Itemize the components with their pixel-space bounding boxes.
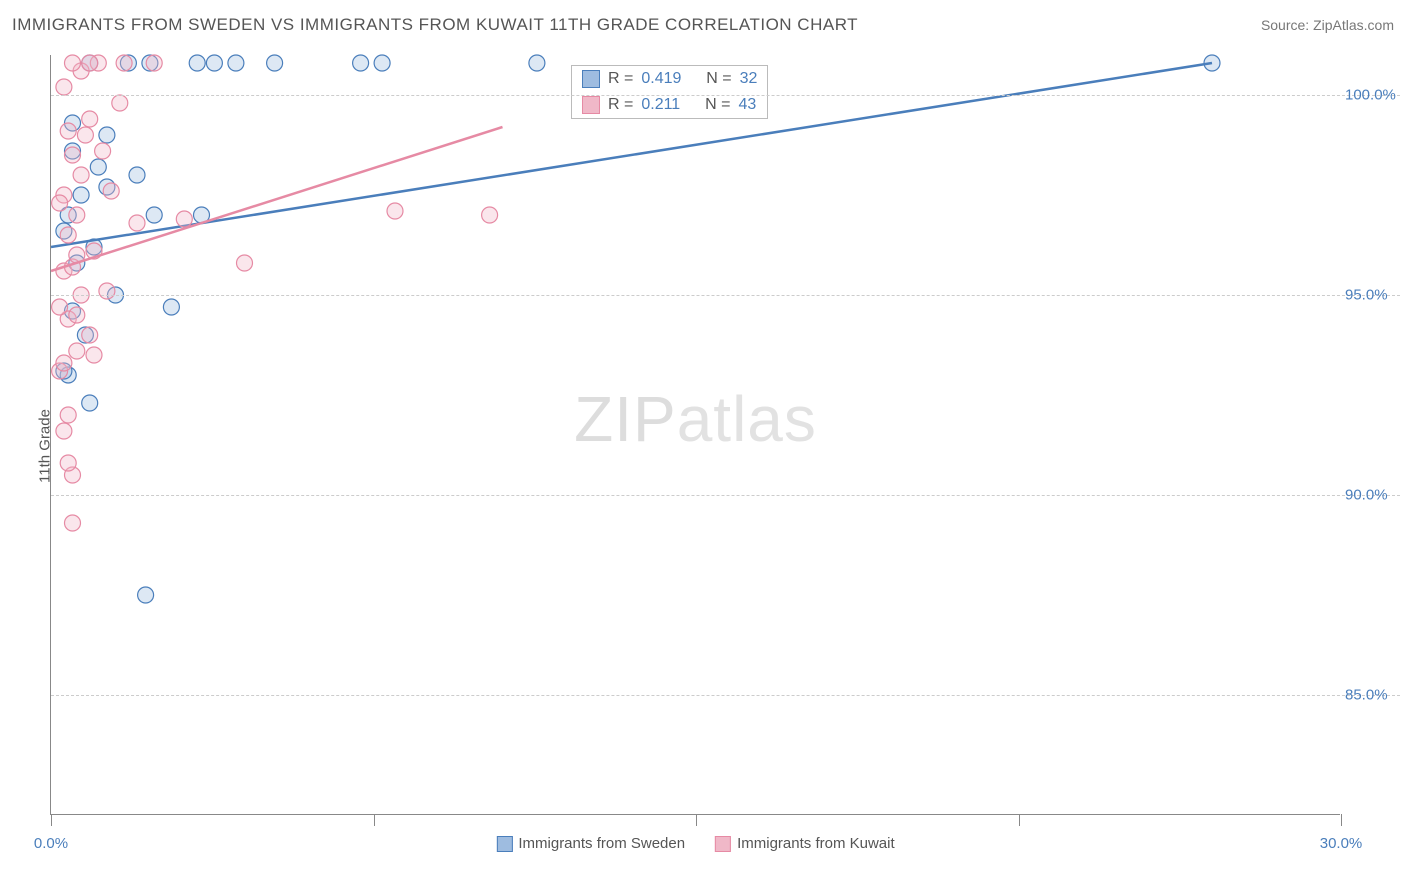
y-tick-label: 95.0% [1345, 287, 1400, 304]
scatter-point [52, 299, 68, 315]
scatter-point [82, 55, 98, 71]
scatter-point [77, 127, 93, 143]
scatter-point [60, 123, 76, 139]
stat-n-label: N = [706, 70, 731, 88]
stat-n-value: 32 [740, 70, 758, 88]
chart-title: IMMIGRANTS FROM SWEDEN VS IMMIGRANTS FRO… [12, 15, 858, 35]
gridline [51, 95, 1400, 96]
scatter-point [90, 159, 106, 175]
scatter-point [129, 167, 145, 183]
scatter-point [86, 347, 102, 363]
scatter-point [73, 167, 89, 183]
scatter-point [146, 55, 162, 71]
y-tick-label: 90.0% [1345, 487, 1400, 504]
legend-label-sweden: Immigrants from Sweden [518, 835, 685, 852]
scatter-point [69, 343, 85, 359]
scatter-point [146, 207, 162, 223]
y-tick-label: 85.0% [1345, 687, 1400, 704]
scatter-point [82, 111, 98, 127]
x-tick [1019, 814, 1020, 826]
stat-swatch [582, 70, 600, 88]
stat-n-value: 43 [738, 96, 756, 114]
scatter-point [60, 227, 76, 243]
scatter-point [95, 143, 111, 159]
scatter-point [237, 255, 253, 271]
scatter-point [116, 55, 132, 71]
scatter-point [60, 455, 76, 471]
x-tick-label: 0.0% [34, 835, 68, 852]
bottom-legend: Immigrants from Sweden Immigrants from K… [496, 835, 894, 852]
stat-r-label: R = [608, 96, 633, 114]
stat-r-value: 0.211 [641, 96, 680, 114]
plot-area: ZIPatlas R = 0.419 N = 32R = 0.211 N = 4… [50, 55, 1340, 815]
scatter-point [99, 127, 115, 143]
scatter-point [374, 55, 390, 71]
gridline [51, 695, 1400, 696]
x-tick [374, 814, 375, 826]
correlation-stats-box: R = 0.419 N = 32R = 0.211 N = 43 [571, 65, 768, 119]
scatter-point [69, 207, 85, 223]
scatter-point [353, 55, 369, 71]
scatter-point [60, 407, 76, 423]
scatter-point [163, 299, 179, 315]
scatter-point [529, 55, 545, 71]
source-name: ZipAtlas.com [1313, 17, 1394, 33]
legend-swatch-sweden [496, 836, 512, 852]
gridline [51, 295, 1400, 296]
scatter-point [56, 423, 72, 439]
legend-item-sweden: Immigrants from Sweden [496, 835, 685, 852]
scatter-point [267, 55, 283, 71]
x-tick [51, 814, 52, 826]
gridline [51, 495, 1400, 496]
x-tick [696, 814, 697, 826]
scatter-point [65, 515, 81, 531]
scatter-point [103, 183, 119, 199]
scatter-point [65, 55, 81, 71]
scatter-point [99, 283, 115, 299]
stat-r-value: 0.419 [641, 70, 681, 88]
stat-row: R = 0.419 N = 32 [572, 66, 767, 92]
scatter-point [82, 395, 98, 411]
scatter-svg [51, 55, 1340, 814]
scatter-point [189, 55, 205, 71]
x-tick-label: 30.0% [1320, 835, 1363, 852]
scatter-point [387, 203, 403, 219]
scatter-point [112, 95, 128, 111]
trend-line [51, 127, 503, 271]
legend-swatch-kuwait [715, 836, 731, 852]
scatter-point [482, 207, 498, 223]
scatter-point [65, 147, 81, 163]
scatter-point [69, 307, 85, 323]
scatter-point [73, 187, 89, 203]
stat-r-label: R = [608, 70, 633, 88]
scatter-point [129, 215, 145, 231]
stat-n-label: N = [705, 96, 730, 114]
stat-swatch [582, 96, 600, 114]
source-attribution: Source: ZipAtlas.com [1261, 17, 1394, 33]
header: IMMIGRANTS FROM SWEDEN VS IMMIGRANTS FRO… [12, 10, 1394, 40]
scatter-point [82, 327, 98, 343]
y-tick-label: 100.0% [1345, 87, 1400, 104]
legend-item-kuwait: Immigrants from Kuwait [715, 835, 895, 852]
source-label: Source: [1261, 17, 1313, 33]
scatter-point [52, 195, 68, 211]
scatter-point [56, 79, 72, 95]
scatter-point [228, 55, 244, 71]
chart-container: IMMIGRANTS FROM SWEDEN VS IMMIGRANTS FRO… [0, 0, 1406, 892]
x-tick [1341, 814, 1342, 826]
scatter-point [56, 355, 72, 371]
legend-label-kuwait: Immigrants from Kuwait [737, 835, 895, 852]
scatter-point [138, 587, 154, 603]
scatter-point [176, 211, 192, 227]
scatter-point [206, 55, 222, 71]
